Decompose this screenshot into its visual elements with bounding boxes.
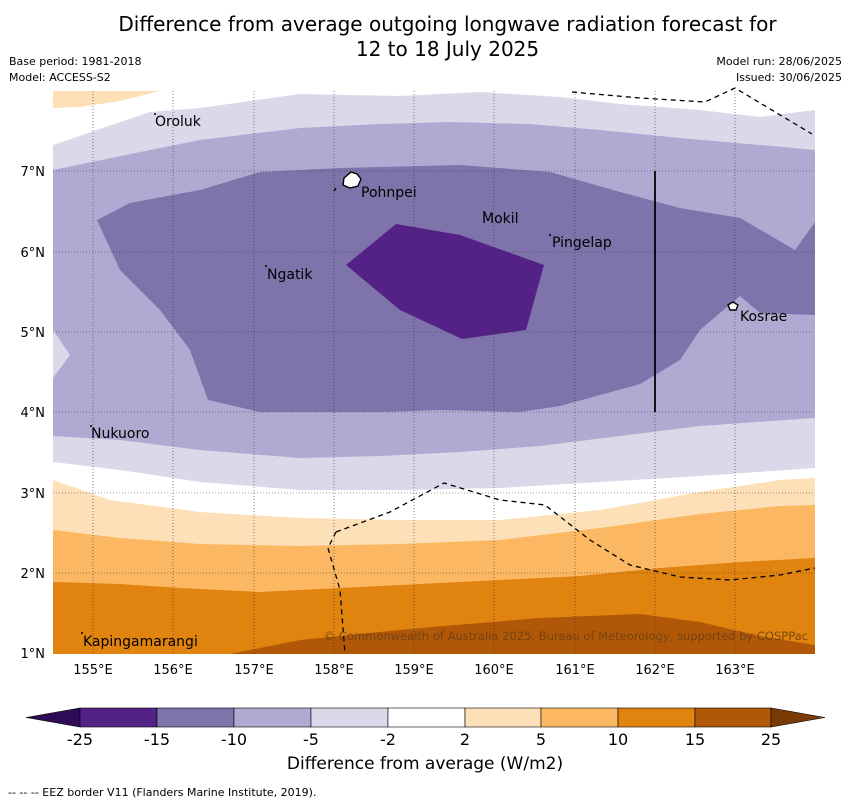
colorbar-segment-1 <box>79 707 158 728</box>
colorbar-segment-9 <box>694 707 772 728</box>
colorbar-label: Difference from average (W/m2) <box>286 754 564 774</box>
colorbar-segment-4 <box>310 707 389 728</box>
lat-label-2n: 2°N <box>21 567 46 582</box>
place-label-pohnpei: Pohnpei <box>361 185 417 201</box>
colorbar-tick-10: 25 <box>761 730 781 749</box>
colorbar-tick-2: -15 <box>144 730 170 749</box>
place-label-ngatik: Ngatik <box>267 267 313 283</box>
lon-label-155e: 155°E <box>73 663 113 678</box>
colorbar-tick-7: 5 <box>536 730 546 749</box>
colorbar-segment-3 <box>233 707 312 728</box>
colorbar-segment-7 <box>540 707 619 728</box>
colorbar-tick-9: 15 <box>685 730 705 749</box>
model-run: Model run: 28/06/2025 <box>716 55 842 68</box>
contour-top-orange <box>53 91 160 108</box>
colorbar-segment-2 <box>156 707 235 728</box>
lat-axis-labels: 7°N 6°N 5°N 4°N 3°N 2°N 1°N <box>21 165 46 662</box>
colorbar-segment-6 <box>464 707 542 728</box>
lon-label-158e: 158°E <box>314 663 354 678</box>
colorbar-tick-1: -25 <box>67 730 93 749</box>
map-title: Difference from average outgoing longwav… <box>0 12 850 62</box>
map-panel: Oroluk Pohnpei Mokil Pingelap Ngatik Kos… <box>21 87 816 678</box>
lat-label-1n: 1°N <box>21 647 46 662</box>
place-label-oroluk: Oroluk <box>155 114 202 130</box>
lon-label-160e: 160°E <box>474 663 514 678</box>
meta-left: Base period: 1981-2018 Model: ACCESS-S2 <box>9 54 141 86</box>
contour-neg-15 <box>346 224 544 339</box>
islands <box>333 171 739 311</box>
colorbar-tick-4: -5 <box>303 730 319 749</box>
colorbar-ticks: -25 -15 -10 -5 -2 2 5 10 15 25 <box>67 730 781 749</box>
base-period: Base period: 1981-2018 <box>9 55 142 68</box>
contour-left-bump <box>53 330 70 378</box>
eez-footnote: -- -- -- EEZ border V11 (Flanders Marine… <box>8 786 317 799</box>
copyright-text: © Commonwealth of Australia 2025, Bureau… <box>324 629 808 643</box>
model-name: Model: ACCESS-S2 <box>9 71 111 84</box>
lon-label-163e: 163°E <box>715 663 755 678</box>
contour-fill-layer <box>53 91 815 654</box>
lon-label-162e: 162°E <box>635 663 675 678</box>
colorbar-tick-6: 2 <box>460 730 470 749</box>
colorbar: -25 -15 -10 -5 -2 2 5 10 15 25 <box>25 707 826 749</box>
lat-label-7n: 7°N <box>21 165 46 180</box>
colorbar-segments <box>79 707 772 728</box>
colorbar-tick-8: 10 <box>608 730 628 749</box>
meta-right: Model run: 28/06/2025 Issued: 30/06/2025 <box>716 54 842 86</box>
colorbar-tick-5: -2 <box>380 730 396 749</box>
place-label-kosrae: Kosrae <box>740 309 787 325</box>
lon-label-159e: 159°E <box>394 663 434 678</box>
place-label-pingelap: Pingelap <box>552 235 612 251</box>
colorbar-tick-3: -10 <box>221 730 247 749</box>
lat-label-6n: 6°N <box>21 246 46 261</box>
lat-label-3n: 3°N <box>21 487 46 502</box>
lat-label-5n: 5°N <box>21 326 46 341</box>
colorbar-segment-5 <box>387 707 466 728</box>
issued-date: Issued: 30/06/2025 <box>735 71 842 84</box>
lon-axis-labels: 155°E 156°E 157°E 158°E 159°E 160°E 161°… <box>73 663 755 678</box>
place-markers <box>81 113 551 634</box>
lon-label-156e: 156°E <box>153 663 193 678</box>
lon-label-161e: 161°E <box>555 663 595 678</box>
place-labels: Oroluk Pohnpei Mokil Pingelap Ngatik Kos… <box>83 114 787 650</box>
place-label-mokil: Mokil <box>482 211 519 227</box>
colorbar-extend-high <box>770 707 826 728</box>
title-line-1: Difference from average outgoing longwav… <box>118 12 777 36</box>
lat-label-4n: 4°N <box>21 406 46 421</box>
colorbar-segment-8 <box>617 707 696 728</box>
pohnpei-island-outline <box>342 171 362 189</box>
contour-pos-15 <box>230 614 815 654</box>
place-label-nukuoro: Nukuoro <box>91 426 149 442</box>
colorbar-extend-low <box>25 707 81 728</box>
place-label-kapingamarangi: Kapingamarangi <box>83 634 198 650</box>
eez-borders <box>327 87 816 655</box>
title-line-2: 12 to 18 July 2025 <box>355 37 540 61</box>
kosrae-island-outline <box>727 301 739 311</box>
lon-label-157e: 157°E <box>234 663 274 678</box>
